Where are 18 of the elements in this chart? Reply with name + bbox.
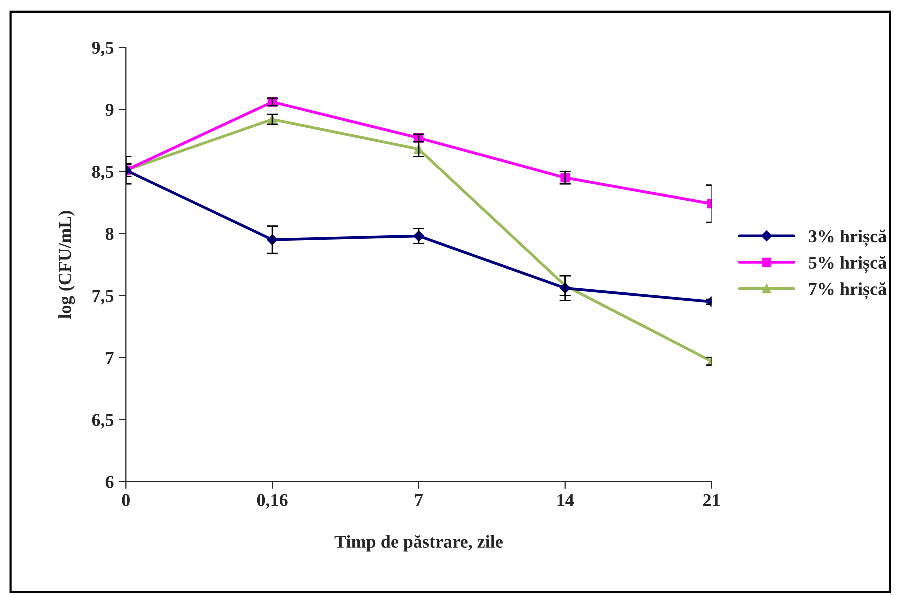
y-tick-label: 9 — [106, 104, 114, 116]
y-tick-label: 8 — [106, 228, 114, 240]
legend-label: 3% hrișcă — [809, 230, 887, 248]
x-tick-label: 0,16 — [257, 494, 288, 510]
y-axis-title: log (CFU/mL) — [58, 211, 76, 319]
x-tick-label: 7 — [415, 494, 424, 506]
y-tick-label: 7 — [106, 352, 114, 364]
y-tick-label: 7,5 — [92, 290, 114, 305]
y-tick-label: 8,5 — [92, 166, 114, 181]
legend-label: 5% hrișcă — [809, 256, 887, 274]
x-tick-label: 14 — [558, 494, 574, 506]
x-tick-label: 0 — [122, 494, 130, 506]
y-tick-label: 6,5 — [92, 414, 114, 429]
y-tick-label: 9,5 — [92, 42, 114, 57]
y-tick-label: 6 — [106, 476, 114, 488]
x-tick-label: 21 — [704, 494, 720, 506]
x-axis-title: Timp de păstrare, zile — [334, 535, 503, 552]
legend-label: 7% hrișcă — [809, 282, 887, 300]
